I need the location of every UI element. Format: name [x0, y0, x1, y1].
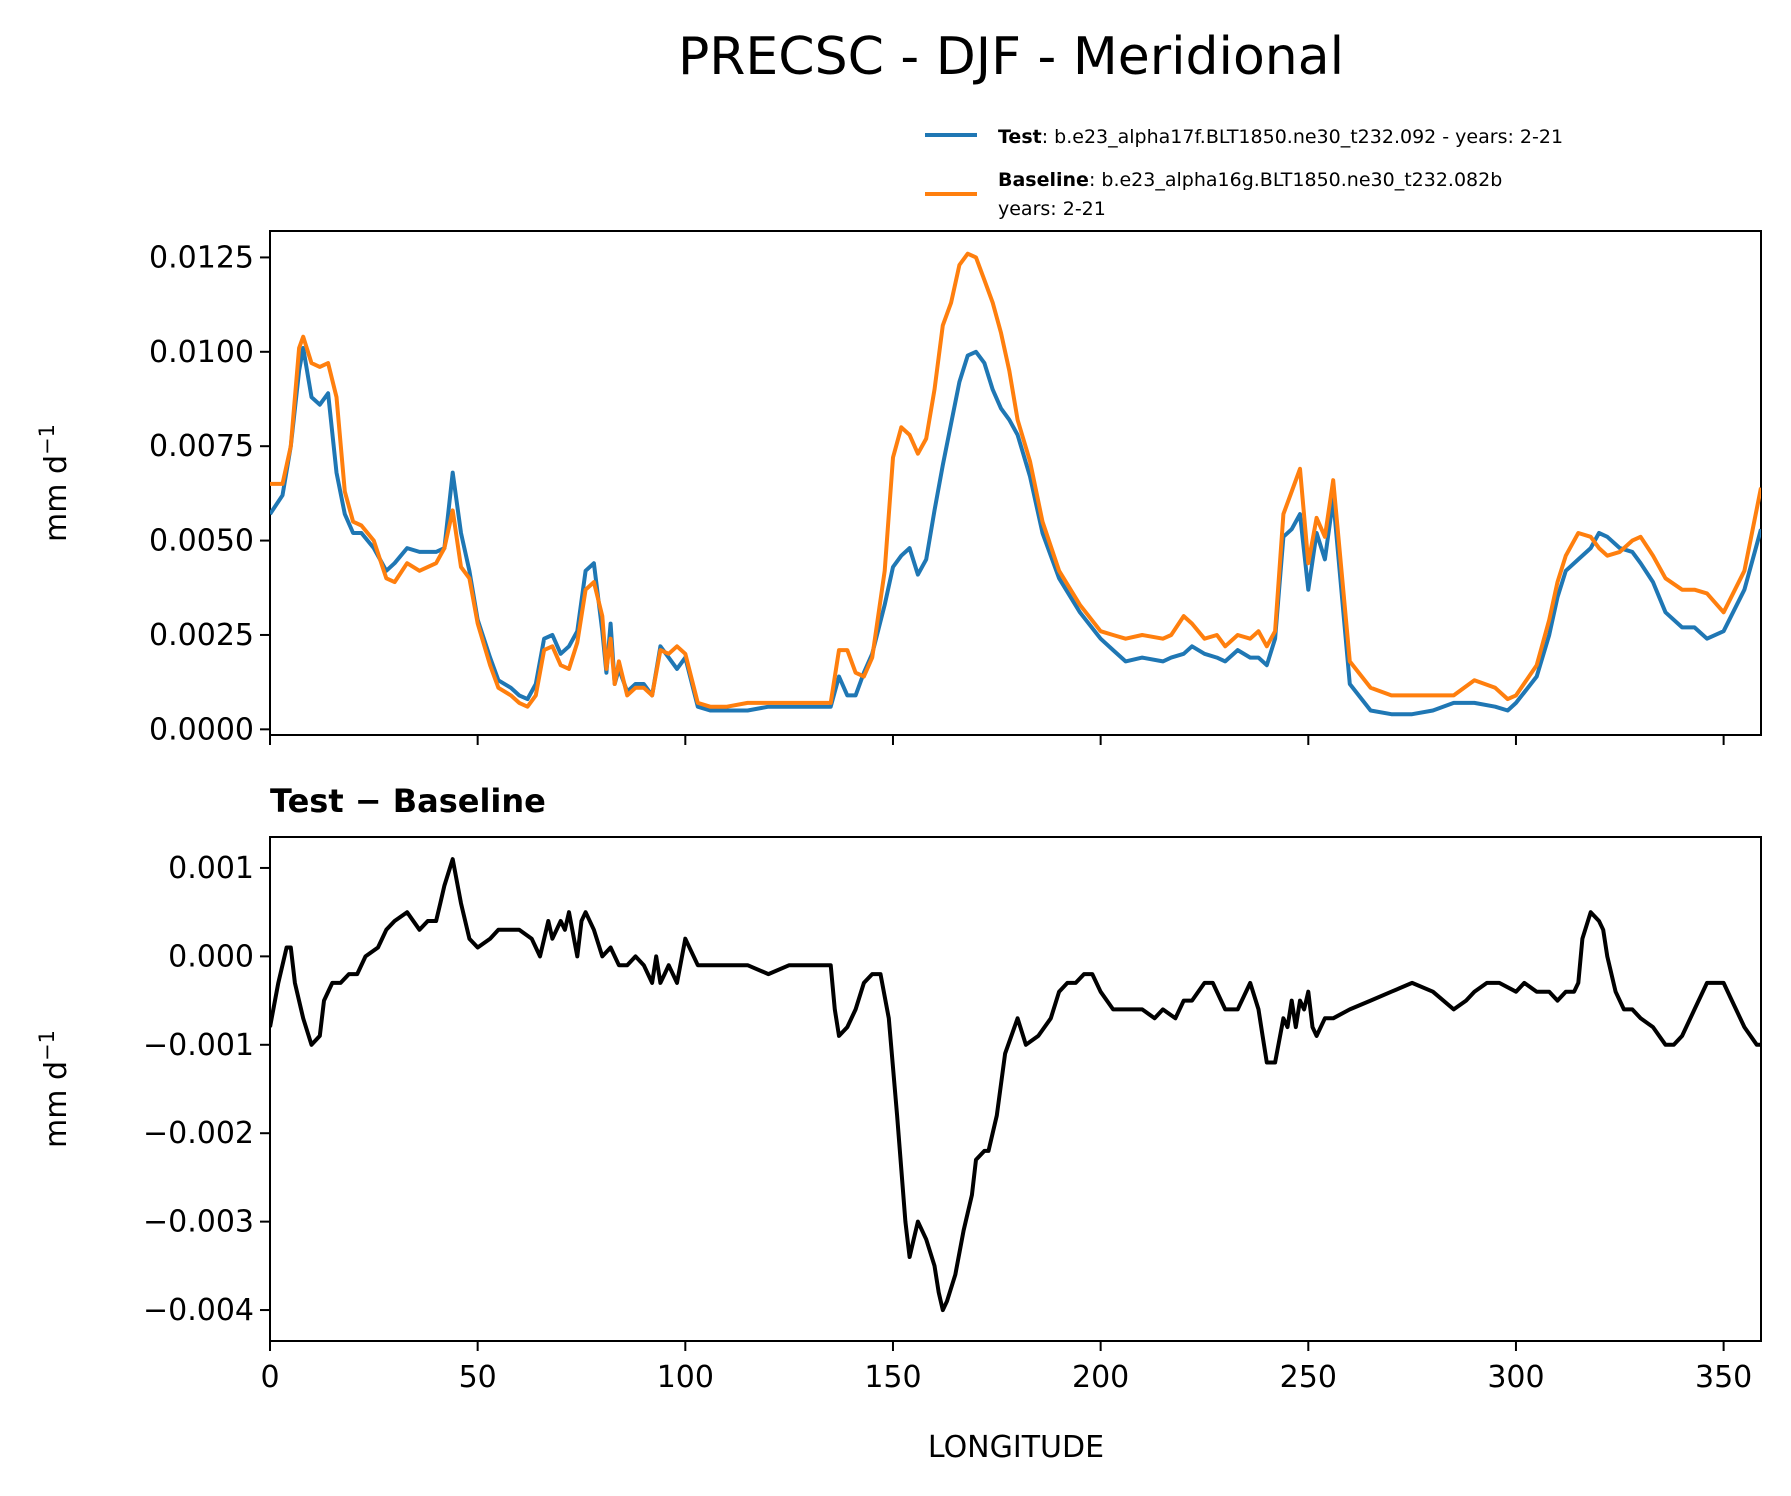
bottom-panel-title: Test − Baseline [270, 782, 546, 820]
legend-test-label: Test: b.e23_alpha17f.BLT1850.ne30_t232.0… [998, 126, 1563, 148]
legend-baseline-name: Baseline [998, 169, 1089, 191]
y-tick-label: 0.0125 [149, 240, 254, 275]
bottom-panel-x-ticks: 0 50 100 150 200 250 300 350 [260, 1341, 1752, 1395]
x-tick-label: 200 [1072, 1360, 1129, 1395]
legend-test-name: Test [998, 126, 1042, 148]
chart-title: PRECSC - DJF - Meridional [678, 27, 1344, 87]
x-tick-label: 0 [260, 1360, 279, 1395]
legend: Test: b.e23_alpha17f.BLT1850.ne30_t232.0… [925, 126, 1563, 220]
bottom-panel: −0.004 −0.003 −0.002 −0.001 0.000 0.001 0 50 10… [35, 836, 1762, 1395]
top-panel-series [270, 251, 1761, 717]
top-panel-x-ticks [269, 735, 1725, 745]
bottom-panel-y-ticks: −0.004 −0.003 −0.002 −0.001 0.000 0.001 [143, 851, 270, 1328]
difference-line [270, 857, 1761, 1313]
bottom-panel-series [270, 857, 1761, 1313]
x-tick-label: 300 [1487, 1360, 1544, 1395]
y-tick-label: −0.004 [143, 1293, 254, 1328]
legend-baseline-text: : b.e23_alpha16g.BLT1850.ne30_t232.082b [1089, 169, 1502, 191]
x-tick-label: 100 [657, 1360, 714, 1395]
legend-baseline-label: Baseline: b.e23_alpha16g.BLT1850.ne30_t2… [998, 169, 1502, 191]
y-tick-label: 0.0075 [149, 429, 254, 464]
y-tick-label: −0.002 [143, 1116, 254, 1151]
y-tick-label: 0.0100 [149, 335, 254, 370]
x-tick-label: 50 [459, 1360, 497, 1395]
y-tick-label: 0.000 [168, 939, 254, 974]
y-tick-label: −0.001 [143, 1028, 254, 1063]
y-tick-label: −0.003 [143, 1205, 254, 1240]
y-tick-label: 0.0000 [149, 712, 254, 747]
x-axis-label: LONGITUDE [928, 1430, 1104, 1465]
y-tick-label: 0.001 [168, 851, 254, 886]
y-tick-label: 0.0050 [149, 524, 254, 559]
y-tick-label: 0.0025 [149, 618, 254, 653]
top-panel-y-ticks: 0.0000 0.0025 0.0050 0.0075 0.0100 0.0125 [149, 240, 270, 747]
baseline-series-line [270, 251, 1761, 709]
legend-test-text: : b.e23_alpha17f.BLT1850.ne30_t232.092 -… [1042, 126, 1563, 148]
x-tick-label: 350 [1695, 1360, 1752, 1395]
x-tick-label: 250 [1280, 1360, 1337, 1395]
x-tick-label: 150 [864, 1360, 921, 1395]
legend-baseline-years: years: 2-21 [998, 198, 1106, 220]
bottom-panel-frame [269, 836, 1762, 1342]
